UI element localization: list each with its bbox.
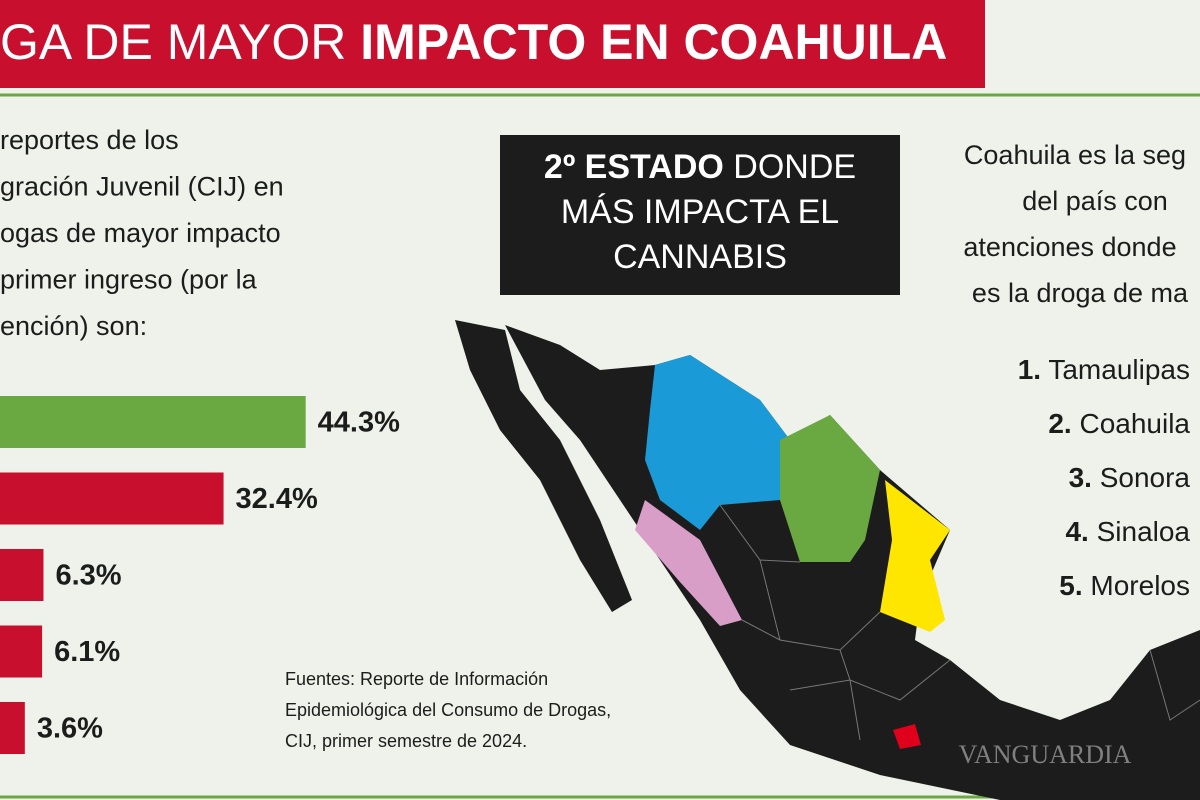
intro: reportes de los gración Juvenil (CIJ) en o…	[0, 125, 284, 341]
highlight-box	[500, 135, 900, 295]
bar	[0, 702, 25, 754]
value-label: 6.1%	[54, 636, 120, 668]
intro-line: ogas de mayor impacto	[0, 218, 281, 248]
rank-name: Tamaulipas	[1048, 354, 1190, 385]
box-text: 2º ESTADO DONDE MÁS IMPACTA EL CANNABIS	[544, 148, 856, 276]
bar-chart: 44.3% 32.4% 6.3% 6.1% 3.6%	[0, 396, 400, 754]
title-light: GA DE MAYOR	[0, 14, 346, 70]
box-line: CANNABIS	[613, 238, 787, 276]
rank-item: 2. Coahuila	[1048, 408, 1190, 439]
rank-number: 1.	[1018, 354, 1041, 385]
box-rest: DONDE	[733, 148, 856, 186]
sinaloa	[635, 500, 742, 626]
side-text: Coahuila es la seg del país con atenciones…	[963, 140, 1189, 308]
box-line: MÁS IMPACTA EL	[561, 193, 839, 231]
source-line: Fuentes: Reporte de Información	[285, 669, 548, 689]
intro-line: gración Juvenil (CIJ) en	[0, 172, 284, 202]
rank-name: Coahuila	[1079, 408, 1190, 439]
state-border	[1149, 649, 1200, 721]
side-line: del país con	[1022, 186, 1168, 216]
title: GA DE MAYOR IMPACTO EN COAHUILA	[0, 14, 947, 70]
morelos	[893, 724, 921, 749]
box-line: 2º ESTADO DONDE	[544, 148, 856, 186]
sources: Fuentes: Reporte de Información Epidemiol…	[285, 669, 611, 751]
rank-number: 2.	[1048, 408, 1071, 439]
rank-number: 3.	[1069, 462, 1092, 493]
source-line: CIJ, primer semestre de 2024.	[285, 731, 527, 751]
state-border	[759, 559, 881, 651]
state-borders	[719, 504, 1200, 741]
bar	[0, 396, 306, 448]
intro-line: reportes de los	[0, 125, 179, 155]
ranking: 1. Tamaulipas 2. Coahuila 3. Sonora 4. Sina…	[1018, 354, 1191, 601]
box-bold: 2º ESTADO	[544, 148, 724, 186]
title-bold: IMPACTO EN COAHUILA	[360, 14, 947, 70]
box-rest: MÁS IMPACTA EL	[561, 193, 839, 231]
rank-name: Morelos	[1090, 570, 1190, 601]
intro-line: primer ingreso (por la	[0, 265, 258, 295]
value-label: 3.6%	[37, 713, 103, 745]
box-rest: CANNABIS	[613, 238, 787, 276]
value-label: 32.4%	[236, 483, 318, 515]
rank-name: Sonora	[1100, 462, 1191, 493]
rank-number: 4.	[1065, 516, 1088, 547]
map	[455, 320, 1200, 800]
side-line: Coahuila es la seg	[964, 140, 1186, 170]
state-border	[789, 659, 951, 701]
side-line: es la droga de ma	[972, 278, 1189, 308]
rank-item: 4. Sinaloa	[1065, 516, 1190, 547]
bar	[0, 472, 224, 525]
intro-line: ención) son:	[0, 311, 147, 341]
rank-name: Sinaloa	[1097, 516, 1191, 547]
side-line: atenciones donde	[963, 232, 1176, 262]
state-border	[741, 619, 781, 641]
map-region	[455, 320, 632, 612]
watermark: VANGUARDIA	[959, 740, 1132, 769]
state-border	[839, 649, 861, 741]
chihuahua	[645, 355, 790, 530]
title-band	[0, 0, 985, 88]
rank-item: 3. Sonora	[1069, 462, 1191, 493]
bar	[0, 549, 44, 601]
bar	[0, 625, 43, 678]
value-label: 6.3%	[55, 560, 121, 592]
rank-item: 5. Morelos	[1059, 570, 1190, 601]
rank-item: 1. Tamaulipas	[1018, 354, 1190, 385]
rank-number: 5.	[1059, 570, 1082, 601]
tamaulipas	[880, 480, 950, 632]
source-line: Epidemiológica del Consumo de Drogas,	[285, 700, 611, 720]
value-label: 44.3%	[318, 407, 400, 439]
coahuila	[780, 415, 880, 562]
